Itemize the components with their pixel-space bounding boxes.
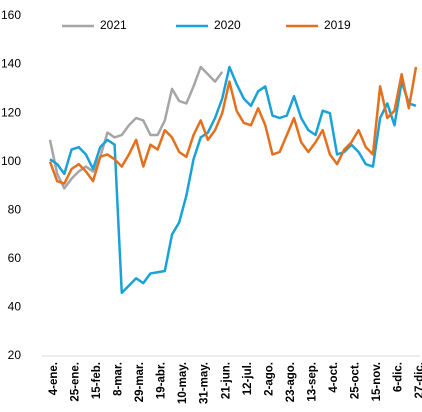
x-tick-label: 23-ago. [285, 362, 297, 402]
legend-label: 2020 [214, 18, 241, 32]
x-tick-label: 12-jul. [242, 362, 254, 395]
x-tick-label: 25-ene. [70, 362, 82, 402]
y-tick-label: 80 [8, 202, 22, 216]
series-line [48, 65, 224, 190]
series-line [49, 65, 417, 295]
x-tick-label: 25-oct. [349, 362, 361, 399]
x-tick-label: 31-may. [199, 362, 211, 404]
x-tick-label: 13-sep. [306, 362, 318, 402]
x-tick-label: 4-ene. [48, 362, 60, 395]
legend-label: 2019 [324, 18, 351, 32]
x-tick-label: 19-abr. [156, 362, 168, 399]
y-tick-label: 60 [8, 251, 22, 265]
y-tick-label: 140 [1, 57, 21, 71]
y-tick-label: 100 [1, 154, 21, 168]
y-tick-label: 40 [8, 300, 22, 314]
y-tick-label: 120 [1, 105, 21, 119]
x-tick-label: 15-feb. [91, 362, 103, 399]
x-tick-label: 27-dic. [414, 362, 422, 398]
x-tick-label: 10-may. [177, 362, 189, 404]
x-tick-label: 2-ago. [263, 362, 275, 396]
x-tick-label: 29-mar. [134, 362, 146, 402]
y-tick-label: 160 [1, 8, 21, 22]
y-tick-label: 20 [8, 348, 22, 362]
series-line [48, 66, 418, 185]
x-tick-label: 21-jun. [220, 362, 232, 399]
x-tick-label: 8-mar. [113, 362, 125, 396]
legend-label: 2021 [100, 18, 127, 32]
x-tick-label: 15-nov. [371, 362, 383, 401]
x-tick-label: 4-oct. [328, 362, 340, 393]
x-tick-label: 6-dic. [393, 362, 405, 392]
